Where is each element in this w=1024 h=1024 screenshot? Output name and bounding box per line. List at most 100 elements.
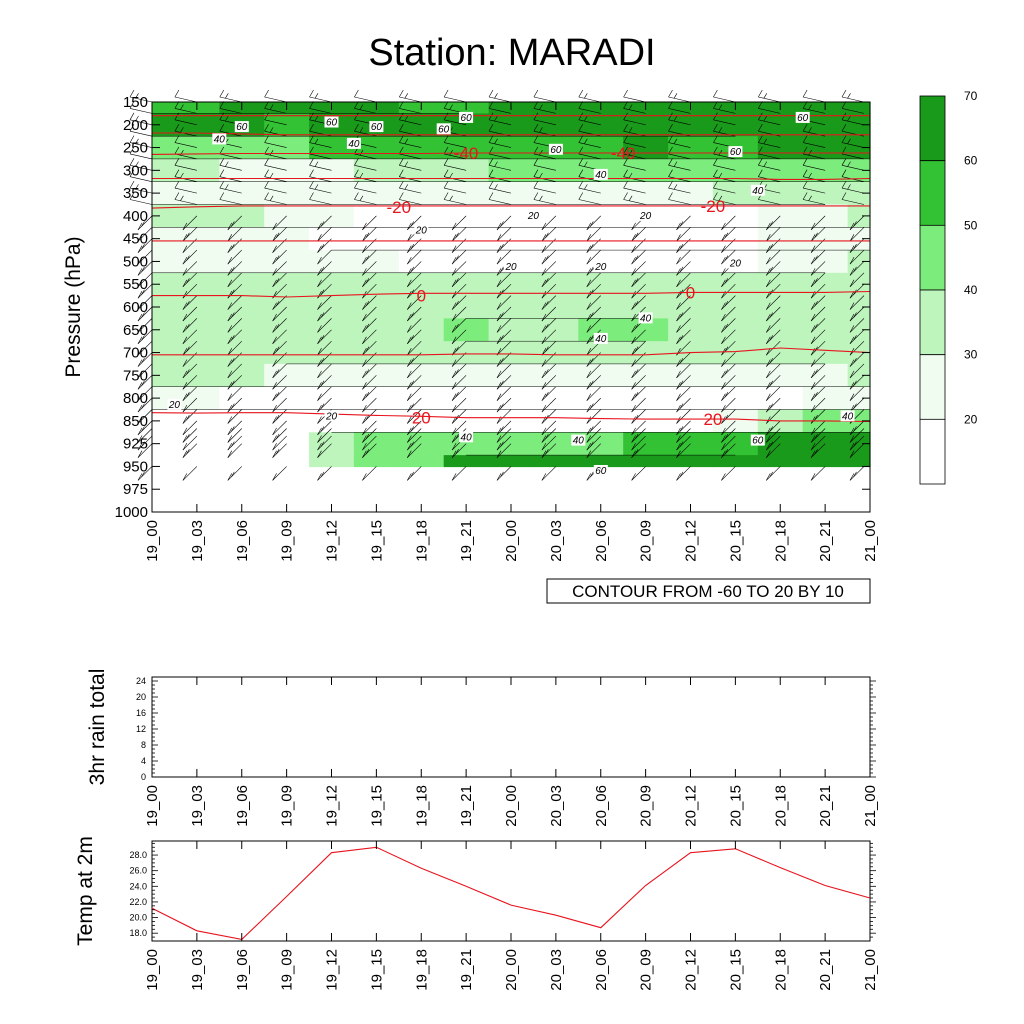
- wind-barb: [849, 215, 865, 231]
- wind-barb: [137, 249, 153, 265]
- wind-barb: [399, 135, 422, 148]
- wind-barb: [802, 101, 826, 114]
- rh-cell: [578, 181, 624, 206]
- wind-barb: [174, 180, 197, 194]
- wind-barb: [631, 249, 646, 265]
- rh-cell: [443, 455, 490, 468]
- main-xtick-label: 19_15: [368, 520, 385, 562]
- wind-barb: [354, 89, 377, 103]
- rh-cell: [443, 272, 490, 297]
- rh-cell: [264, 158, 310, 183]
- wind-barb: [841, 112, 865, 126]
- rh-cell: [623, 113, 669, 137]
- rh-cell: [174, 386, 220, 411]
- wind-barb: [451, 329, 467, 345]
- rh-cell: [219, 295, 265, 319]
- rh-contour-label: 40: [593, 168, 608, 181]
- wind-barb: [219, 180, 242, 194]
- wind-barb: [721, 329, 736, 345]
- wind-barb: [354, 192, 377, 205]
- rain-ytick-label: 0: [141, 772, 146, 782]
- wind-barb: [766, 318, 781, 333]
- main-xtick-label: 20_03: [548, 520, 565, 562]
- rh-cell: [264, 136, 310, 160]
- svg-text:40: 40: [214, 134, 226, 145]
- wind-barb: [354, 158, 377, 171]
- rh-cell: [398, 341, 445, 365]
- wind-barb: [182, 386, 198, 401]
- wind-barb: [317, 340, 332, 356]
- wind-barb: [129, 112, 153, 126]
- rh-cell: [802, 295, 849, 319]
- wind-barb: [623, 89, 646, 103]
- rh-cell: [533, 113, 579, 137]
- wind-barb: [586, 272, 601, 288]
- rain-xtick-label: 20_15: [727, 785, 744, 827]
- wind-barb: [496, 284, 512, 299]
- wind-barb: [541, 363, 557, 379]
- rh-cell: [847, 386, 871, 411]
- cross-section-panel: 60 60 60 60 60 60 60 60 40 40 40 40 20 20 20 20 20 20 40 40…: [62, 89, 879, 562]
- rh-cell: [757, 158, 804, 183]
- rh-cell: [757, 272, 804, 297]
- wind-barb: [129, 135, 153, 148]
- wind-barb: [766, 329, 781, 345]
- wind-barb: [810, 261, 826, 276]
- temp2m-ytick-label: 28.0: [129, 850, 147, 860]
- wind-barb: [227, 261, 242, 276]
- wind-barb: [849, 352, 865, 367]
- rh-cell: [668, 181, 714, 206]
- wind-barb: [362, 428, 377, 443]
- wind-barb: [533, 192, 556, 205]
- main-ytick-label: 550: [123, 276, 148, 293]
- rh-cell: [757, 341, 804, 365]
- wind-barb: [272, 428, 287, 443]
- wind-barb: [309, 158, 332, 171]
- wind-barb: [362, 261, 377, 276]
- wind-barb: [721, 215, 736, 231]
- svg-text:20: 20: [415, 226, 428, 237]
- svg-text:40: 40: [348, 139, 360, 150]
- rh-cell: [578, 432, 624, 456]
- wind-barb: [849, 420, 865, 436]
- rh-cell: [174, 250, 220, 274]
- temp2m-xtick-label: 19_15: [368, 949, 385, 991]
- wind-barb: [317, 306, 332, 322]
- rh-cell: [353, 204, 400, 228]
- temp2m-xtick-label: 20_15: [727, 949, 744, 991]
- rh-cell: [847, 227, 871, 251]
- rh-cell: [174, 227, 220, 251]
- wind-barb: [713, 169, 736, 183]
- wind-barb: [496, 215, 512, 231]
- wind-barb: [849, 375, 865, 390]
- temp2m-plot-frame: [151, 840, 871, 942]
- wind-barb: [488, 192, 512, 205]
- wind-barb: [541, 420, 557, 436]
- rain-ytick-label: 20: [136, 692, 146, 702]
- wind-barb: [766, 352, 781, 367]
- rh-contour-label: 20: [593, 260, 608, 273]
- rh-cell: [488, 409, 535, 433]
- wind-barb: [533, 180, 556, 194]
- wind-barb: [631, 466, 646, 481]
- rh-cell: [219, 204, 265, 228]
- rh-cell: [219, 455, 265, 468]
- wind-barb: [488, 89, 512, 103]
- wind-barb: [182, 318, 198, 333]
- rain-xtick-label: 19_21: [458, 785, 475, 827]
- wind-barb: [362, 227, 377, 242]
- main-ytick-label: 1000: [115, 504, 148, 521]
- wind-barb: [849, 272, 865, 288]
- wind-barb: [407, 318, 422, 333]
- wind-barb: [317, 466, 332, 481]
- wind-barb: [541, 261, 557, 276]
- rh-cell: [578, 409, 624, 433]
- temperature-contour-label: 0: [686, 283, 695, 302]
- rh-cell: [443, 204, 490, 228]
- rh-cell: [152, 363, 175, 388]
- wind-barb: [407, 249, 422, 265]
- rh-cell: [398, 386, 445, 411]
- wind-barb: [407, 340, 422, 356]
- svg-text:40: 40: [752, 186, 764, 197]
- temp2m-series-line: [151, 846, 871, 940]
